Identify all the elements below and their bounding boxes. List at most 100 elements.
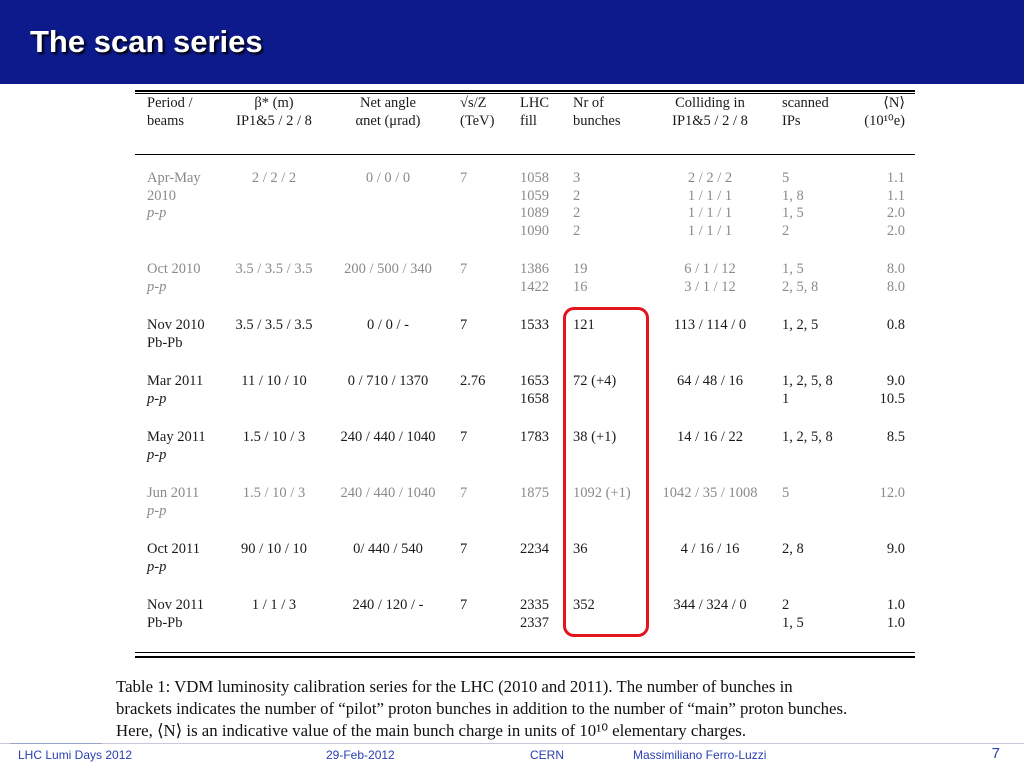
table-header: beams — [147, 113, 185, 129]
beams-cell: Pb-Pb — [147, 614, 183, 631]
energy-cell: 7 — [460, 597, 468, 613]
beams-cell: p-p — [147, 278, 167, 295]
n-cell: 12.0 — [879, 485, 905, 501]
period-cell: 2010 — [147, 187, 176, 204]
beams-cell: p-p — [147, 558, 167, 575]
ips-cell: 1 — [782, 390, 790, 407]
header-rule — [135, 154, 915, 155]
table-header: Net angle — [360, 95, 416, 111]
period-cell: Jun 2011 — [147, 485, 200, 501]
bunches-cell: 352 — [573, 597, 595, 613]
table-header: IP1&5 / 2 / 8 — [236, 113, 312, 129]
bunches-cell: 72 (+4) — [573, 373, 617, 389]
n-cell: 10.5 — [879, 390, 905, 407]
energy-cell: 7 — [460, 261, 468, 277]
n-cell: 9.0 — [886, 373, 905, 389]
beta-cell: 90 / 10 / 10 — [240, 541, 308, 557]
n-cell: 1.0 — [886, 614, 905, 631]
table-header: Colliding in — [675, 95, 745, 111]
ips-cell: 5 — [782, 485, 790, 501]
caption-line: brackets indicates the number of “pilot”… — [116, 699, 848, 718]
bunches-cell: 2 — [573, 187, 581, 204]
energy-cell: 7 — [460, 429, 468, 445]
beta-cell: 3.5 / 3.5 / 3.5 — [235, 261, 313, 277]
bunches-cell: 1092 (+1) — [573, 485, 631, 501]
fill-cell: 1386 — [520, 261, 549, 277]
bunches-cell: 2 — [573, 205, 581, 222]
colliding-cell: 1042 / 35 / 1008 — [662, 485, 758, 501]
ips-cell: 2, 5, 8 — [782, 278, 819, 295]
period-cell: May 2011 — [147, 429, 206, 445]
angle-cell: 0 / 0 / - — [367, 317, 409, 333]
period-cell: Apr-May — [147, 170, 201, 186]
caption-line: Table 1: VDM luminosity calibration seri… — [116, 677, 793, 696]
fill-cell: 1533 — [520, 317, 549, 333]
beta-cell: 1.5 / 10 / 3 — [242, 485, 306, 501]
page-number: 7 — [991, 745, 1000, 762]
bunches-cell: 16 — [573, 278, 588, 295]
n-cell: 8.0 — [886, 278, 905, 295]
fill-cell: 2335 — [520, 597, 549, 613]
beta-cell: 1 / 1 / 3 — [251, 597, 297, 613]
period-cell: Oct 2011 — [147, 541, 201, 557]
fill-cell: 1653 — [520, 373, 549, 389]
n-cell: 1.1 — [886, 170, 905, 186]
angle-cell: 0 / 0 / 0 — [365, 170, 411, 186]
fill-cell: 1658 — [520, 390, 549, 407]
footer-event: LHC Lumi Days 2012 — [18, 748, 133, 762]
footer-author: Massimiliano Ferro-Luzzi — [633, 748, 767, 762]
caption-line: Here, ⟨N⟩ is an indicative value of the … — [116, 721, 747, 740]
bunches-cell: 121 — [573, 317, 595, 333]
table-image-panel — [102, 86, 940, 742]
colliding-cell: 3 / 1 / 12 — [684, 278, 736, 295]
ips-cell: 1, 5 — [782, 614, 804, 631]
fill-cell: 1090 — [520, 223, 549, 240]
table-header: IPs — [782, 113, 801, 129]
bunches-highlight-box — [563, 307, 649, 637]
colliding-cell: 2 / 2 / 2 — [687, 170, 733, 186]
ips-cell: 1, 2, 5, 8 — [782, 429, 833, 445]
ips-cell: 1, 2, 5 — [782, 317, 819, 333]
table-header: √s/Z — [460, 95, 487, 111]
table-top-rule — [135, 90, 915, 92]
fill-cell: 1783 — [520, 429, 549, 445]
footer-divider — [0, 743, 1024, 744]
colliding-cell: 14 / 16 / 22 — [676, 429, 744, 445]
n-cell: 8.5 — [886, 429, 905, 445]
beta-cell: 1.5 / 10 / 3 — [242, 429, 306, 445]
table-header: bunches — [573, 113, 621, 129]
angle-cell: 0/ 440 / 540 — [353, 541, 423, 557]
footer-org: CERN — [530, 748, 565, 762]
footer-date: 29-Feb-2012 — [326, 748, 395, 762]
beams-cell: Pb-Pb — [147, 334, 183, 351]
ips-cell: 1, 5 — [782, 261, 804, 277]
table-header: (TeV) — [460, 113, 495, 129]
table-header: fill — [520, 113, 537, 129]
beams-cell: p-p — [147, 390, 167, 407]
bunches-cell: 19 — [573, 261, 588, 277]
fill-cell: 1059 — [520, 187, 549, 204]
bunches-cell: 2 — [573, 223, 581, 240]
slide-title: The scan series — [30, 24, 263, 59]
table-header: Period / — [147, 95, 193, 111]
colliding-cell: 344 / 324 / 0 — [673, 597, 747, 613]
ips-cell: 2 — [782, 597, 790, 613]
ips-cell: 1, 5 — [782, 205, 804, 222]
angle-cell: 240 / 440 / 1040 — [340, 429, 436, 445]
table-bottom-rule — [135, 652, 915, 653]
n-cell: 1.0 — [886, 597, 905, 613]
fill-cell: 2234 — [520, 541, 549, 557]
ips-cell: 5 — [782, 170, 790, 186]
colliding-cell: 113 / 114 / 0 — [673, 317, 747, 333]
period-cell: Mar 2011 — [147, 373, 204, 389]
table-header: β* (m) — [254, 95, 294, 111]
beams-cell: p-p — [147, 205, 167, 222]
table-header: (10¹⁰e) — [864, 113, 905, 129]
energy-cell: 7 — [460, 485, 468, 501]
n-cell: 2.0 — [886, 223, 905, 240]
n-cell: 1.1 — [886, 187, 905, 204]
beta-cell: 2 / 2 / 2 — [251, 170, 297, 186]
n-cell: 0.8 — [886, 317, 905, 333]
colliding-cell: 1 / 1 / 1 — [687, 187, 733, 204]
table-header: LHC — [520, 95, 549, 111]
